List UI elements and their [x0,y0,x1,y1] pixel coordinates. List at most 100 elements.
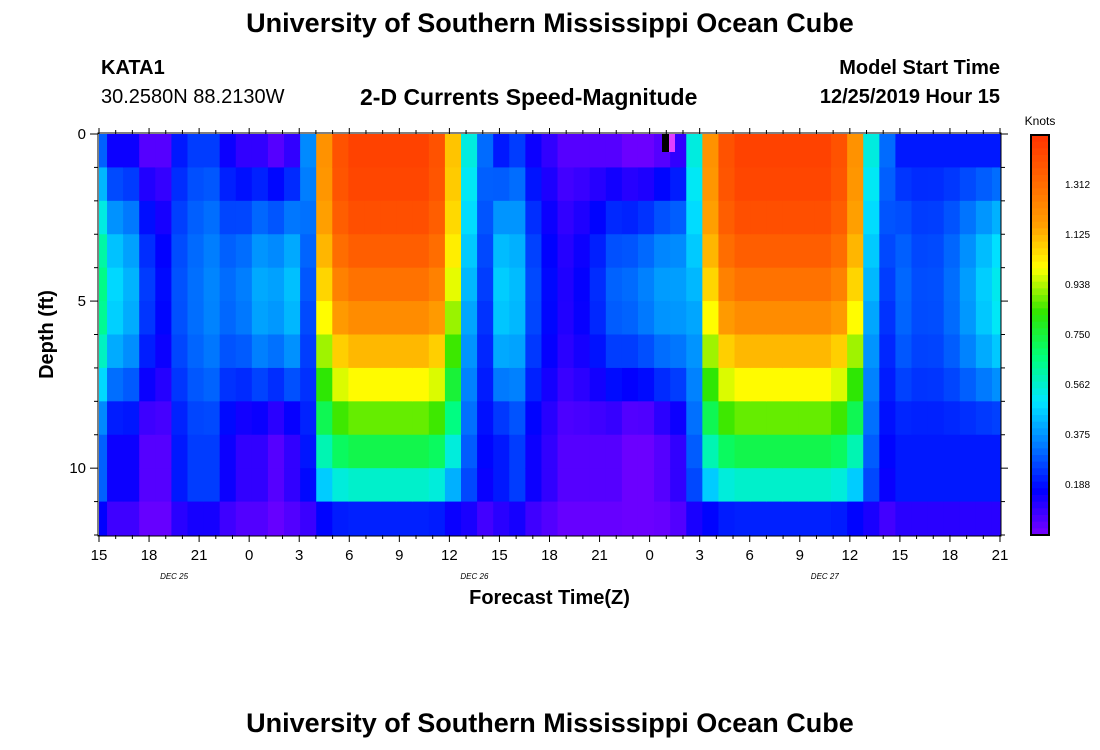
heatmap-cell [702,434,720,469]
heatmap-cell [702,334,720,369]
colorbar-segment [1031,461,1049,469]
page-title: University of Southern Mississippi Ocean… [246,8,854,38]
heatmap-cell [139,334,156,369]
heatmap-cell [589,367,607,402]
heatmap-cell [605,301,623,336]
colorbar-segment [1031,301,1049,309]
heatmap-cell [686,434,703,469]
heatmap-cell [927,501,945,536]
heatmap-cell [99,234,108,269]
heatmap-cell [798,167,816,202]
heatmap-cell [396,301,414,336]
heatmap-cell [637,334,655,369]
heatmap-cell [444,267,462,302]
heatmap-cell [814,434,832,469]
heatmap-cell [541,167,559,202]
heatmap-cell [219,468,237,503]
heatmap-cell [927,401,945,436]
heatmap-cell [637,401,655,436]
heatmap-cell [782,401,800,436]
heatmap-cell [412,234,430,269]
heatmap-cell [637,200,655,235]
colorbar-segment [1031,368,1049,376]
heatmap-cell [396,434,414,469]
heatmap-cell [99,267,108,302]
heatmap-cell [734,234,752,269]
x-tick-label: 18 [942,547,959,564]
heatmap-cell [863,301,880,336]
heatmap-cell [557,167,575,202]
colorbar-segment [1031,255,1049,263]
heatmap-cell [975,501,993,536]
footer-title: University of Southern Mississippi Ocean… [246,708,854,738]
heatmap-cell [991,234,1001,269]
heatmap-cell [477,468,494,503]
heatmap-cell [750,334,768,369]
heatmap-cell [573,468,591,503]
heatmap-cell [863,367,880,402]
heatmap-cell [670,468,687,503]
colorbar-segment [1031,495,1049,503]
heatmap-cell [718,468,736,503]
heatmap-cell [316,434,333,469]
heatmap-cell [589,468,607,503]
heatmap-cell [316,501,333,536]
colorbar-segment [1031,455,1049,463]
heatmap-cell [589,234,607,269]
heatmap-cell [123,301,140,336]
heatmap-cell [380,434,398,469]
y-tick-label: 10 [69,460,86,477]
heatmap-cell [637,134,655,169]
heatmap-cell [155,501,172,536]
heatmap-cell [267,167,285,202]
heatmap-cell [879,401,897,436]
heatmap-cell [300,367,317,402]
heatmap-cell [573,234,591,269]
colorbar-segment [1031,481,1049,489]
colorbar-segment [1031,135,1049,143]
heatmap-cell [734,434,752,469]
heatmap-cell [991,167,1001,202]
heatmap-cell [348,334,366,369]
heatmap-cell [235,367,253,402]
heatmap-cell [798,367,816,402]
heatmap-cell [348,468,366,503]
colorbar-tick-label: 1.312 [1065,180,1090,191]
heatmap-cell [927,134,945,169]
heatmap-cell [670,401,687,436]
heatmap-cell [461,301,478,336]
heatmap-cell [123,267,140,302]
heatmap-cell [493,401,510,436]
heatmap-cell [123,200,140,235]
heatmap-cell [332,367,349,402]
heatmap-cell [959,334,977,369]
heatmap-cell [364,200,382,235]
heatmap-cell [782,501,800,536]
heatmap-cell [831,234,848,269]
heatmap-cell [734,367,752,402]
heatmap-cell [284,401,301,436]
heatmap-cell [332,301,349,336]
colorbar-segment [1031,348,1049,356]
heatmap-cell [316,367,333,402]
heatmap-cell [831,468,848,503]
heatmap-cell [927,200,945,235]
heatmap-cell [267,401,285,436]
heatmap-cell [927,167,945,202]
colorbar-segment [1031,195,1049,203]
heatmap-cell [702,501,720,536]
heatmap-cell [107,401,124,436]
heatmap-cell [348,434,366,469]
heatmap-cell [670,367,687,402]
heatmap-cell [734,167,752,202]
colorbar-segment [1031,468,1049,476]
heatmap-cell [235,134,253,169]
date-label: DEC 26 [460,572,489,581]
heatmap-cell [975,301,993,336]
heatmap-cell [380,200,398,235]
heatmap-cell [251,167,269,202]
heatmap-cell [654,434,671,469]
heatmap-cell [911,434,929,469]
heatmap-cell [959,134,977,169]
heatmap-cell [364,468,382,503]
